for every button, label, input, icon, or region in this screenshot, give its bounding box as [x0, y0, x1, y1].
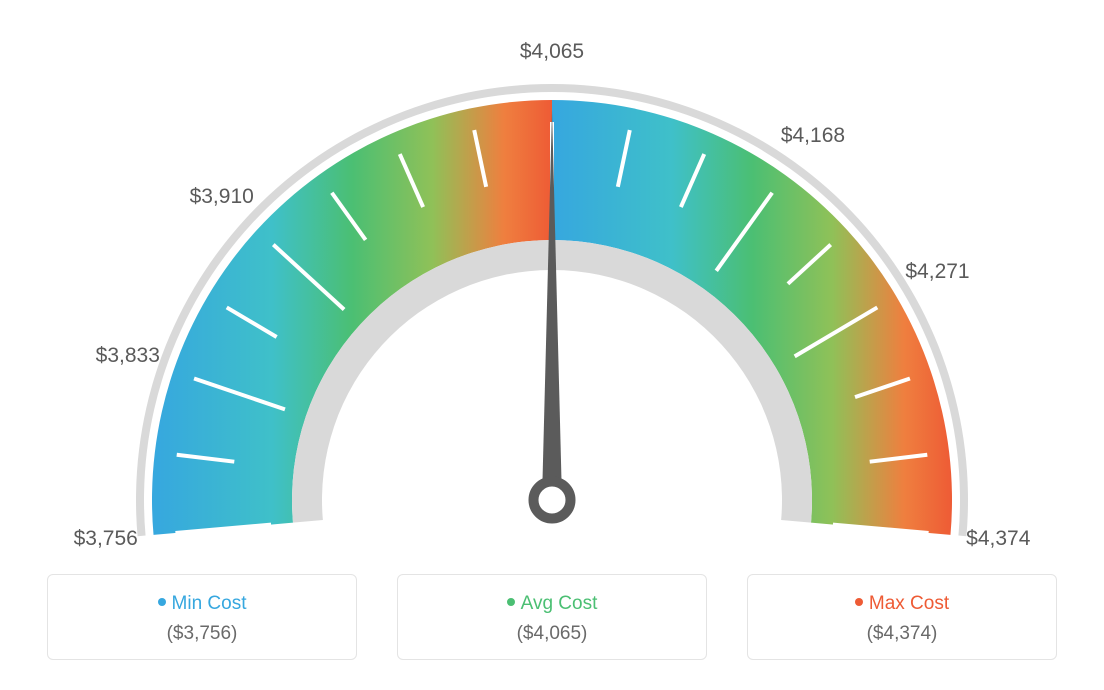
legend-max-card: Max Cost ($4,374) [747, 574, 1057, 660]
gauge-tick-label: $4,271 [905, 260, 969, 284]
legend-max-title: Max Cost [748, 593, 1056, 615]
cost-gauge: $3,756$3,833$3,910$4,065$4,168$4,271$4,3… [0, 0, 1104, 540]
gauge-hub [534, 482, 571, 519]
legend-avg-value: ($4,065) [398, 623, 706, 645]
legend-avg-label: Avg Cost [521, 593, 598, 614]
gauge-tick-label: $3,756 [74, 527, 138, 551]
legend-min-card: Min Cost ($3,756) [47, 574, 357, 660]
legend-min-title: Min Cost [48, 593, 356, 615]
gauge-tick-label: $4,065 [520, 40, 584, 64]
legend-min-value: ($3,756) [48, 623, 356, 645]
dot-icon [507, 598, 515, 606]
legend-row: Min Cost ($3,756) Avg Cost ($4,065) Max … [0, 574, 1104, 660]
gauge-tick-label: $4,168 [781, 124, 845, 148]
legend-max-label: Max Cost [869, 593, 949, 614]
gauge-tick-label: $4,374 [966, 527, 1030, 551]
legend-min-label: Min Cost [172, 593, 247, 614]
dot-icon [158, 598, 166, 606]
legend-max-value: ($4,374) [748, 623, 1056, 645]
gauge-tick-label: $3,910 [190, 185, 254, 209]
dot-icon [855, 598, 863, 606]
legend-avg-title: Avg Cost [398, 593, 706, 615]
legend-avg-card: Avg Cost ($4,065) [397, 574, 707, 660]
gauge-tick-label: $3,833 [96, 344, 160, 368]
